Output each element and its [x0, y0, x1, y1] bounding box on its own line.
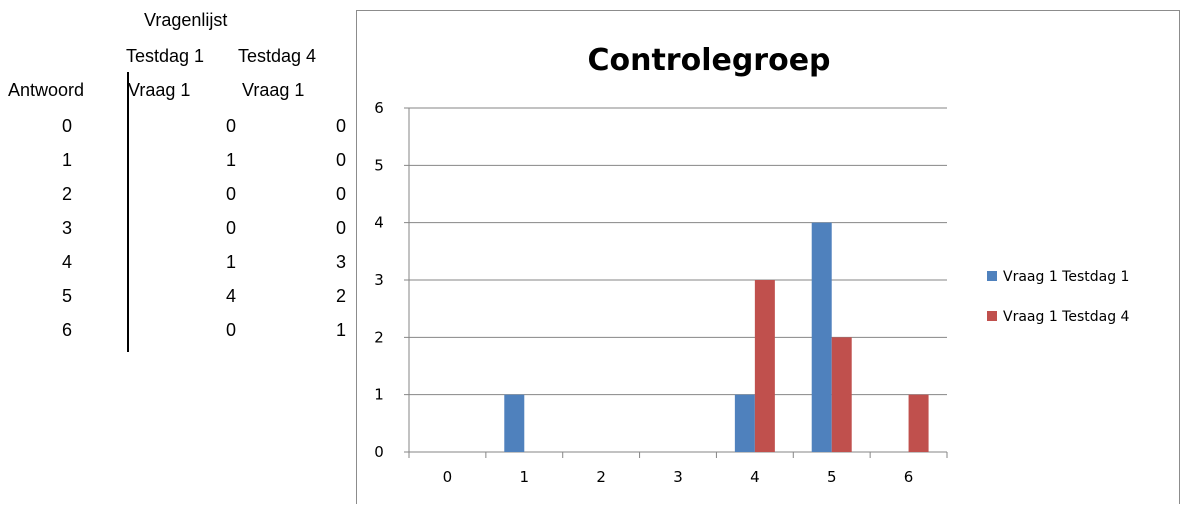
answer-cell: 4 — [61, 252, 72, 272]
x-tick-label: 3 — [673, 468, 683, 486]
bar-testdag4 — [908, 394, 929, 452]
bar-testdag1 — [734, 394, 755, 452]
x-tick-label: 1 — [520, 468, 530, 486]
testdag1-cell: 0 — [225, 116, 236, 136]
testdag1-cell: 1 — [225, 252, 236, 272]
testdag4-cell: 0 — [335, 184, 346, 204]
answer-cell: 6 — [61, 320, 72, 340]
answer-cell: 1 — [61, 150, 72, 170]
answer-cell: 5 — [61, 286, 72, 306]
bar-chart: 0 1 2 3 4 5 6 0 1 2 3 4 5 6 Vraag 1 Testdag 1 Vraag 1 T… — [374, 99, 1130, 486]
bar-testdag1 — [811, 222, 832, 452]
col1-sub-header: Vraag 1 — [128, 80, 191, 100]
y-tick-label: 1 — [374, 386, 384, 404]
testdag4-cell: 0 — [335, 150, 346, 170]
col2-header: Testdag 4 — [238, 46, 317, 66]
col1-header: Testdag 1 — [126, 46, 205, 66]
testdag4-cell: 1 — [335, 320, 346, 340]
testdag1-cell: 4 — [225, 286, 236, 306]
answer-cell: 2 — [61, 184, 72, 204]
bar-testdag4 — [754, 280, 775, 452]
col2-sub-header: Vraag 1 — [242, 80, 305, 100]
y-tick-label: 6 — [374, 99, 384, 117]
chart-container: Controlegroep 0 1 2 3 4 5 6 0 1 2 3 4 5 6 Vraag 1 Test… — [356, 10, 1180, 504]
legend-label: Vraag 1 Testdag 4 — [1003, 309, 1130, 325]
x-tick-label: 0 — [443, 468, 453, 486]
bar-testdag1 — [504, 394, 525, 452]
testdag4-cell: 2 — [335, 286, 346, 306]
y-tick-label: 4 — [374, 214, 384, 232]
chart-title: Controlegroep — [587, 43, 831, 78]
row-header: Antwoord — [8, 80, 85, 100]
x-tick-label: 5 — [827, 468, 837, 486]
table-divider — [127, 72, 129, 352]
y-tick-label: 3 — [374, 271, 384, 289]
answer-cell: 0 — [61, 116, 72, 136]
legend-swatch — [987, 271, 997, 281]
testdag1-cell: 0 — [225, 184, 236, 204]
testdag4-cell: 0 — [335, 116, 346, 136]
header-group: Vragenlijst — [144, 10, 228, 30]
answer-cell: 3 — [61, 218, 72, 238]
testdag4-cell: 0 — [335, 218, 346, 238]
x-tick-label: 4 — [750, 468, 760, 486]
testdag1-cell: 1 — [225, 150, 236, 170]
testdag1-cell: 0 — [225, 320, 236, 340]
bar-testdag4 — [831, 337, 852, 452]
y-tick-label: 0 — [374, 443, 384, 461]
y-tick-label: 5 — [374, 156, 384, 174]
legend-swatch — [987, 311, 997, 321]
testdag1-cell: 0 — [225, 218, 236, 238]
testdag4-cell: 3 — [335, 252, 346, 272]
spreadsheet-table: Vragenlijst Testdag 1 Testdag 4 Antwoord… — [0, 0, 360, 504]
legend-label: Vraag 1 Testdag 1 — [1003, 269, 1129, 285]
y-tick-label: 2 — [374, 328, 384, 346]
x-tick-label: 2 — [596, 468, 606, 486]
x-tick-label: 6 — [904, 468, 914, 486]
